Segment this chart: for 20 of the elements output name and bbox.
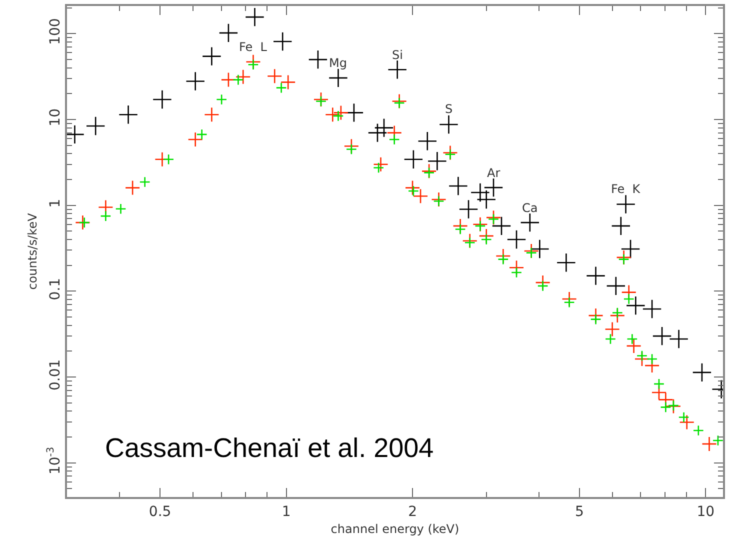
y-tick-label: 10 — [47, 108, 64, 126]
annotation: Si — [392, 48, 403, 62]
x-tick-label: 0.5 — [148, 504, 172, 520]
y-tick-label: 0.01 — [47, 359, 64, 390]
y-tick-label: 1 — [47, 198, 64, 208]
annotation: Mg — [329, 56, 347, 70]
x-tick-label: 5 — [574, 504, 584, 520]
annotation: Fe K — [611, 182, 642, 196]
y-axis-title: counts/s/keV — [25, 212, 40, 290]
annotation: Ca — [522, 201, 538, 215]
annotation: Ar — [487, 166, 500, 180]
x-axis-title: channel energy (keV) — [330, 522, 460, 536]
y-tick-label: 100 — [47, 18, 64, 45]
y-tick-label: 0.1 — [47, 278, 64, 300]
x-tick-label: 10 — [696, 504, 715, 520]
annotation: Cassam-Chenaï et al. 2004 — [105, 433, 434, 463]
x-tick-label: 1 — [282, 504, 291, 520]
annotation: S — [445, 102, 453, 116]
annotation: Fe L — [239, 40, 268, 54]
x-tick-label: 2 — [408, 504, 417, 520]
